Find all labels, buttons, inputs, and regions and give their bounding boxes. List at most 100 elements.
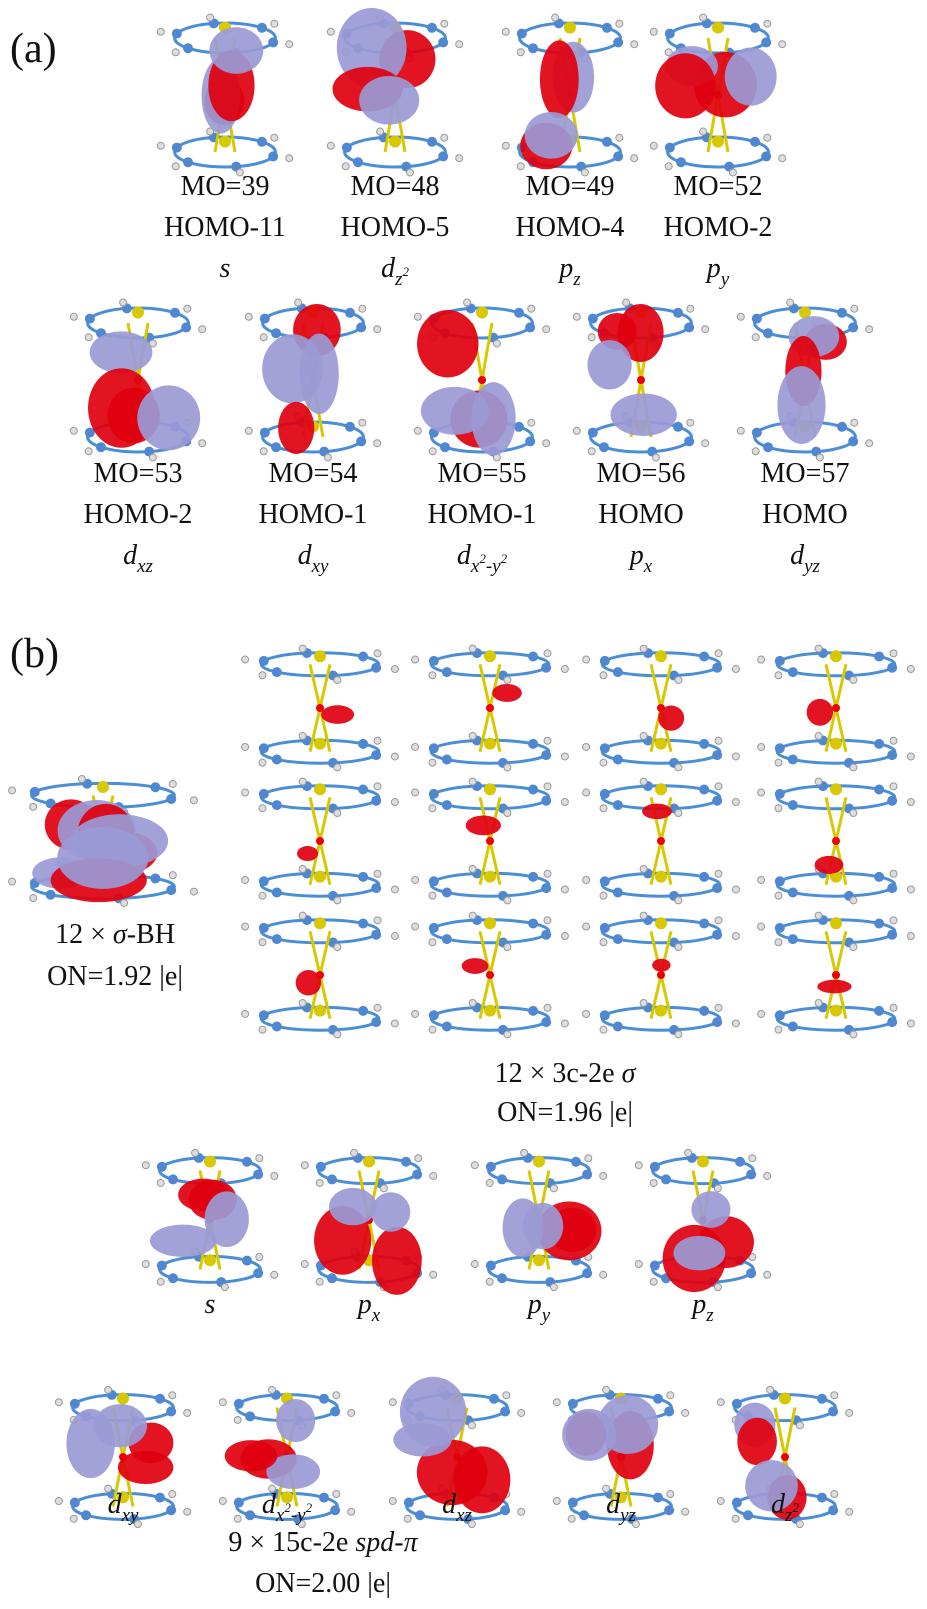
atom xyxy=(442,1022,452,1032)
symbol-sub: y xyxy=(540,1305,551,1326)
orbital-lobe xyxy=(462,958,489,974)
h-atom xyxy=(544,917,551,924)
symbol-base: d xyxy=(606,1489,621,1520)
h-atom xyxy=(583,1010,590,1017)
atom xyxy=(887,750,897,760)
h-atom xyxy=(732,1020,739,1027)
atom xyxy=(817,1493,827,1503)
homo-label: HOMO xyxy=(598,499,684,530)
atom xyxy=(442,888,452,898)
homo-label: HOMO-1 xyxy=(259,499,368,530)
molecule xyxy=(412,778,569,904)
atom xyxy=(541,883,551,893)
h-atom xyxy=(675,1031,682,1038)
atom xyxy=(166,1406,176,1416)
atom xyxy=(401,1157,411,1167)
h-atom xyxy=(391,1020,398,1027)
h-atom xyxy=(667,1392,674,1399)
h-atom xyxy=(732,1515,739,1522)
atom xyxy=(478,376,486,384)
h-atom xyxy=(796,1422,803,1429)
molecule xyxy=(9,776,198,907)
h-atom xyxy=(471,1261,478,1268)
orbital-lobe xyxy=(562,1409,616,1461)
atom xyxy=(484,871,496,883)
h-atom xyxy=(391,886,398,893)
h-atom xyxy=(199,326,206,333)
h-atom xyxy=(184,1409,191,1416)
molecule xyxy=(301,1149,436,1294)
atom xyxy=(655,871,667,883)
h-atom xyxy=(242,923,249,930)
h-atom xyxy=(316,1278,323,1285)
atom xyxy=(637,376,645,384)
h-atom xyxy=(600,1172,607,1179)
h-atom xyxy=(732,666,739,673)
h-atom xyxy=(70,427,77,434)
atom xyxy=(412,1169,422,1179)
h-atom xyxy=(732,753,739,760)
atom xyxy=(788,1022,798,1032)
h-atom xyxy=(675,676,682,683)
orbital-lobe xyxy=(90,331,153,373)
atom xyxy=(316,837,324,845)
molecule xyxy=(412,912,569,1038)
h-atom xyxy=(732,799,739,806)
h-atom xyxy=(702,326,709,333)
atom xyxy=(327,1174,337,1184)
h-atom xyxy=(815,778,822,785)
atom xyxy=(775,789,785,799)
symbol-sub: yz xyxy=(618,1505,636,1526)
h-atom xyxy=(623,299,630,306)
h-atom xyxy=(464,299,471,306)
atom xyxy=(761,37,771,47)
h-atom xyxy=(504,1031,511,1038)
atom xyxy=(599,442,609,452)
atom xyxy=(117,1393,129,1405)
atom xyxy=(358,872,368,882)
h-atom xyxy=(219,1498,226,1505)
h-atom xyxy=(890,917,897,924)
h-atom xyxy=(650,142,657,149)
h-atom xyxy=(687,419,694,426)
h-atom xyxy=(764,1271,771,1278)
orbital-symbol: px xyxy=(628,540,653,577)
h-atom xyxy=(846,1409,853,1416)
atom xyxy=(342,143,352,153)
h-atom xyxy=(767,1386,774,1393)
atom xyxy=(699,739,709,749)
h-atom xyxy=(374,650,381,657)
symbol-base: d xyxy=(298,540,313,571)
molecule xyxy=(471,1149,606,1290)
h-atom xyxy=(391,799,398,806)
h-atom xyxy=(758,743,765,750)
h-atom xyxy=(850,676,857,683)
orbital-lobe xyxy=(587,340,631,389)
atom xyxy=(371,883,381,893)
atom xyxy=(874,918,884,928)
atom xyxy=(371,1017,381,1027)
orbital-symbol: py xyxy=(526,1289,551,1326)
h-atom xyxy=(299,645,306,652)
h-atom xyxy=(851,419,858,426)
orbital-lobe xyxy=(815,856,844,874)
caption: ON=2.00 |e| xyxy=(255,1568,391,1599)
h-atom xyxy=(199,440,206,447)
h-atom xyxy=(764,1172,771,1179)
h-atom xyxy=(758,1010,765,1017)
atom xyxy=(528,739,538,749)
atom xyxy=(571,1157,581,1167)
symbol-base: d xyxy=(442,1489,457,1520)
atom xyxy=(676,157,686,167)
atom xyxy=(259,743,269,753)
atom xyxy=(245,1411,255,1421)
atom xyxy=(874,739,884,749)
h-atom xyxy=(640,1000,647,1007)
atom xyxy=(712,136,724,148)
h-atom xyxy=(631,41,638,48)
h-atom xyxy=(469,1000,476,1007)
orbital-symbol: dz2 xyxy=(381,253,409,290)
h-atom xyxy=(715,783,722,790)
h-atom xyxy=(242,789,249,796)
h-atom xyxy=(715,917,722,924)
